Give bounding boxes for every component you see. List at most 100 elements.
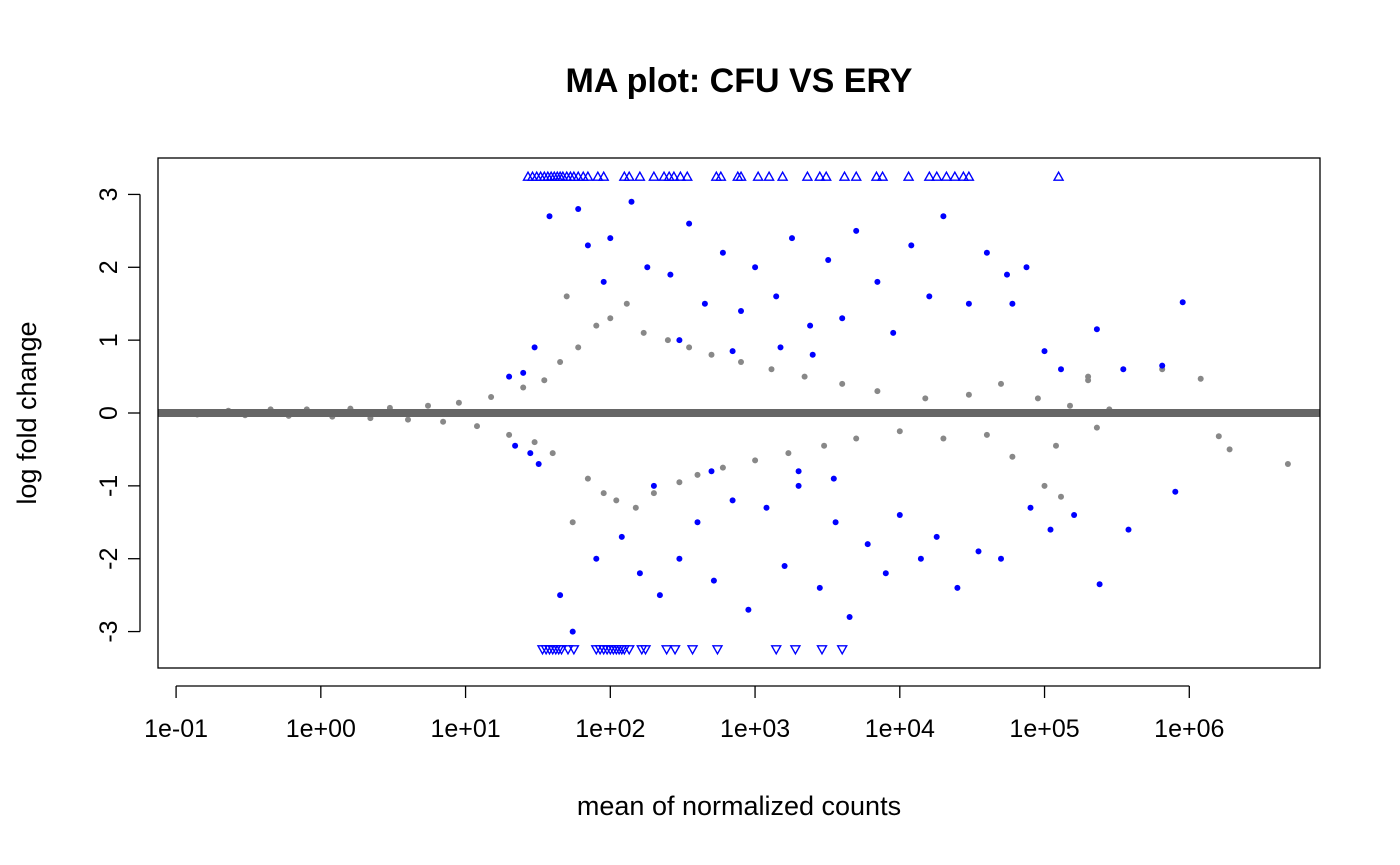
data-point: [623, 300, 630, 307]
data-point: [825, 257, 832, 263]
data-point: [686, 220, 693, 227]
clipped-point-up: [876, 170, 889, 181]
data-point: [593, 555, 600, 562]
data-point: [1172, 488, 1179, 495]
data-point: [593, 322, 600, 329]
clipped-point-down: [789, 645, 802, 656]
clipped-point-up: [940, 170, 953, 181]
y-tick-label: 0: [95, 406, 123, 420]
data-point: [1093, 326, 1100, 333]
data-point: [607, 315, 614, 322]
y-tick-label: -2: [95, 548, 123, 570]
data-point: [1096, 581, 1103, 588]
data-point: [1009, 300, 1016, 307]
data-point: [975, 548, 982, 555]
data-point: [773, 293, 780, 300]
clipped-point-up: [634, 170, 646, 181]
data-point: [636, 570, 643, 577]
x-tick-label: 1e+05: [1009, 715, 1079, 743]
y-tick-label: 2: [95, 260, 123, 274]
clipped-point-up: [850, 170, 862, 181]
clipped-point-up: [776, 170, 789, 181]
clipped-point-up: [623, 170, 635, 181]
data-point: [535, 461, 542, 467]
data-point: [922, 395, 929, 402]
data-point: [745, 606, 752, 613]
clipped-point-up: [582, 170, 594, 181]
clipped-point-up: [763, 170, 775, 181]
data-point: [839, 315, 846, 322]
clipped-point-down: [562, 645, 574, 656]
data-point: [531, 344, 538, 351]
data-point: [816, 584, 823, 591]
chart-title: MA plot: CFU VS ERY: [566, 62, 913, 100]
data-point: [795, 482, 802, 489]
clipped-point-up: [735, 170, 747, 181]
y-tick-label: -1: [95, 475, 123, 497]
clipped-point-down: [711, 645, 724, 656]
data-point: [729, 497, 736, 504]
data-point: [1179, 299, 1186, 306]
clipped-point-up: [648, 170, 660, 181]
data-point: [575, 206, 582, 212]
data-point: [864, 541, 871, 548]
data-point: [998, 555, 1004, 562]
data-point: [628, 198, 635, 205]
data-point: [752, 264, 759, 271]
data-point: [686, 344, 693, 351]
data-point: [488, 394, 495, 400]
data-point: [474, 423, 480, 430]
clipped-point-up: [814, 170, 826, 181]
data-point: [1085, 373, 1092, 380]
data-point: [1009, 453, 1016, 460]
data-point: [752, 457, 759, 464]
data-point: [965, 391, 972, 398]
clipped-point-down: [669, 645, 681, 656]
x-axis: 1e-01 1e+00 1e+01 1e+02 1e+03 1e+04 1e+05 1e+06: [144, 685, 1224, 743]
data-point: [965, 300, 972, 307]
data-point: [807, 322, 814, 329]
data-point: [933, 533, 940, 540]
clipped-point-down: [836, 645, 848, 656]
clipped-point-down: [639, 645, 652, 656]
data-point: [821, 442, 828, 449]
clipped-point-down: [555, 645, 568, 656]
x-tick-label: 1e+02: [575, 715, 645, 743]
data-point: [785, 450, 792, 457]
x-tick-label: 1e+06: [1154, 715, 1224, 743]
data-point: [1071, 512, 1078, 518]
data-point: [549, 450, 556, 457]
data-point: [874, 278, 881, 285]
data-point: [1120, 366, 1127, 373]
clipped-point-up: [957, 170, 970, 181]
y-axis-label: log fold change: [12, 321, 42, 504]
data-point: [853, 227, 860, 234]
data-point: [557, 592, 564, 599]
y-tick-label: -3: [95, 620, 123, 642]
clipped-point-up: [963, 170, 975, 181]
data-point: [830, 475, 837, 482]
data-point: [1058, 366, 1064, 373]
data-points: [158, 170, 1320, 656]
data-point: [1125, 526, 1132, 533]
data-point: [664, 337, 671, 344]
clipped-point-up: [1052, 170, 1065, 181]
data-point: [983, 249, 990, 256]
data-point: [701, 300, 708, 307]
data-point: [676, 555, 683, 562]
data-point: [569, 519, 576, 526]
data-point: [1034, 395, 1041, 402]
data-point: [1284, 461, 1291, 467]
data-point: [882, 570, 889, 577]
data-point: [729, 348, 736, 355]
data-point: [763, 504, 770, 511]
data-point: [676, 337, 683, 344]
data-point: [425, 402, 431, 409]
data-point: [440, 418, 447, 425]
data-point: [1004, 271, 1010, 278]
data-point: [512, 442, 519, 449]
y-axis: -3 -2 -1 0 1 2 3: [95, 187, 141, 643]
data-point: [644, 264, 651, 271]
data-point: [1041, 348, 1048, 355]
